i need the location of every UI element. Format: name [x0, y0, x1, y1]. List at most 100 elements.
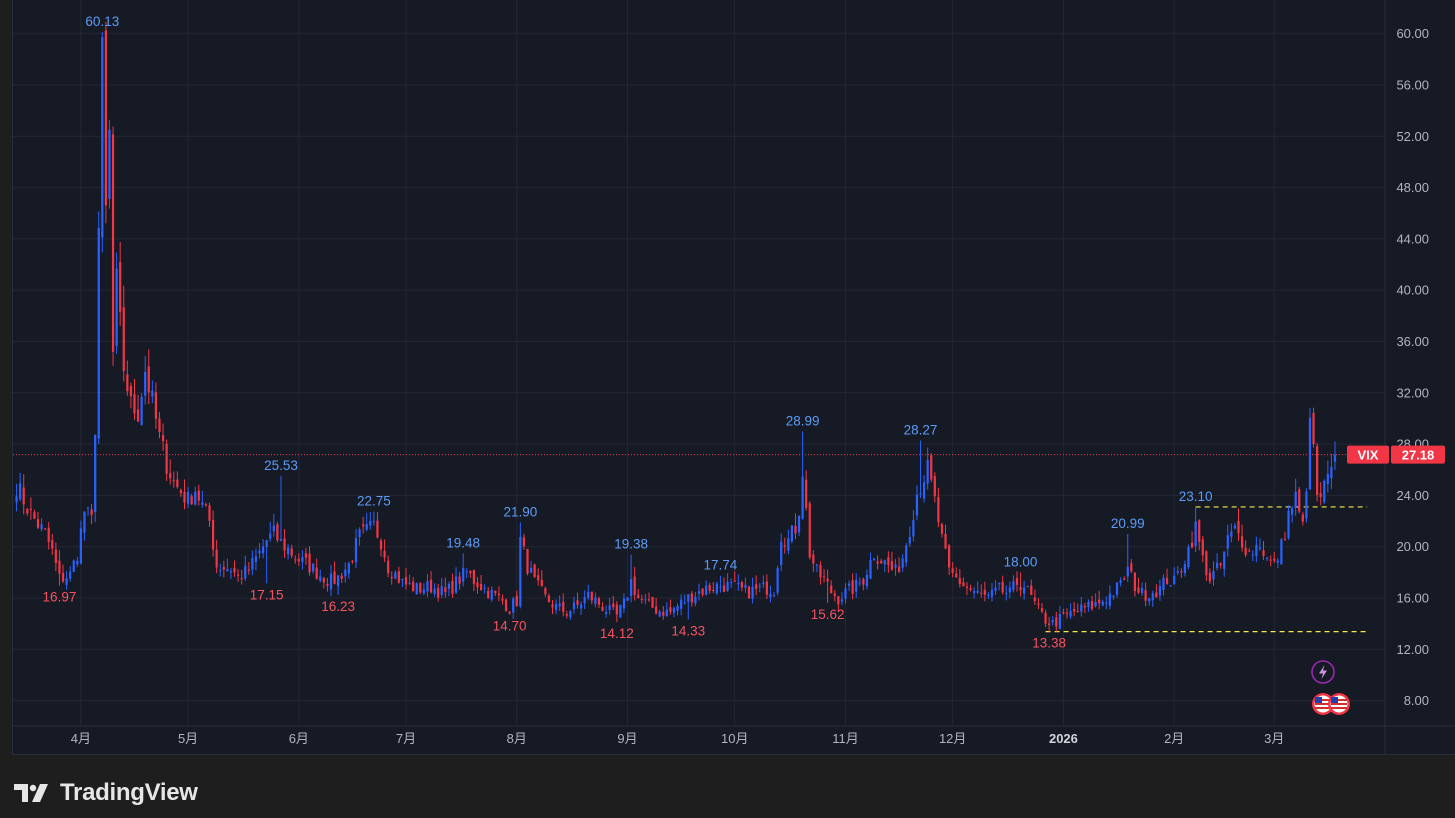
candle[interactable]: [44, 528, 47, 530]
candlestick-chart[interactable]: 60.13 16.97 25.53 17.15 22.75 16.23 19.48 14.70…: [13, 0, 1455, 754]
candle[interactable]: [329, 565, 333, 597]
candle[interactable]: [562, 593, 565, 617]
candle[interactable]: [1283, 531, 1287, 541]
candle[interactable]: [201, 490, 204, 508]
candle[interactable]: [437, 583, 440, 602]
candle[interactable]: [151, 380, 154, 404]
candle[interactable]: [1108, 585, 1111, 610]
candle[interactable]: [701, 588, 704, 597]
candle[interactable]: [887, 551, 890, 573]
candle[interactable]: [883, 559, 886, 572]
candle[interactable]: [383, 539, 386, 563]
candle[interactable]: [451, 573, 454, 598]
candle[interactable]: [1058, 605, 1061, 630]
candle[interactable]: [454, 567, 458, 594]
candle[interactable]: [647, 592, 651, 602]
candle[interactable]: [951, 561, 954, 578]
candle[interactable]: [1294, 478, 1297, 516]
candle[interactable]: [1030, 579, 1033, 596]
candle[interactable]: [587, 584, 590, 601]
candle[interactable]: [905, 542, 908, 567]
candle[interactable]: [705, 580, 708, 596]
candle[interactable]: [158, 411, 161, 439]
candle[interactable]: [805, 470, 808, 511]
candle[interactable]: [1015, 571, 1019, 592]
candle[interactable]: [312, 563, 315, 574]
candle[interactable]: [465, 568, 468, 579]
candle[interactable]: [479, 575, 483, 591]
candle[interactable]: [269, 521, 272, 542]
candle[interactable]: [694, 591, 697, 607]
candle[interactable]: [783, 537, 786, 554]
candle[interactable]: [769, 585, 772, 603]
candle[interactable]: [229, 568, 233, 580]
candle[interactable]: [19, 472, 22, 502]
candle[interactable]: [1001, 575, 1004, 595]
candle[interactable]: [1308, 408, 1312, 491]
candle[interactable]: [962, 577, 965, 587]
candle[interactable]: [129, 382, 133, 409]
candle[interactable]: [419, 581, 422, 594]
candle[interactable]: [826, 569, 829, 603]
candle[interactable]: [730, 578, 733, 589]
candle[interactable]: [940, 522, 944, 538]
candle[interactable]: [340, 572, 343, 584]
candle[interactable]: [294, 555, 297, 564]
candle[interactable]: [572, 596, 576, 614]
candle[interactable]: [190, 493, 193, 505]
candle[interactable]: [487, 586, 490, 599]
candle[interactable]: [390, 571, 393, 585]
candle[interactable]: [58, 550, 61, 586]
candle[interactable]: [1205, 550, 1208, 582]
candle[interactable]: [1255, 536, 1258, 563]
candle[interactable]: [304, 548, 308, 565]
candle[interactable]: [908, 526, 911, 547]
candle[interactable]: [619, 604, 622, 618]
candle[interactable]: [86, 506, 90, 516]
candle[interactable]: [876, 555, 879, 570]
candle[interactable]: [165, 439, 168, 481]
candle[interactable]: [404, 568, 408, 590]
candle[interactable]: [1033, 589, 1036, 605]
candle[interactable]: [1076, 603, 1079, 613]
candle[interactable]: [926, 447, 929, 490]
candle[interactable]: [765, 574, 768, 600]
candle[interactable]: [22, 474, 25, 515]
candle[interactable]: [1226, 524, 1229, 557]
candle[interactable]: [147, 349, 150, 405]
candle[interactable]: [283, 529, 286, 558]
candle[interactable]: [676, 603, 679, 616]
candle[interactable]: [1301, 511, 1304, 526]
price-axis[interactable]: 60.00 56.00 52.00 48.00 44.00 40.00 36.00 32.00…: [1396, 26, 1429, 708]
candle[interactable]: [1223, 551, 1226, 577]
candle[interactable]: [1073, 602, 1076, 617]
candle[interactable]: [1305, 488, 1308, 523]
candle[interactable]: [179, 488, 183, 497]
candle[interactable]: [601, 602, 604, 612]
tradingview-logo[interactable]: TradingView: [14, 778, 198, 808]
candle[interactable]: [433, 583, 436, 597]
event-markers[interactable]: [1311, 660, 1350, 715]
candle[interactable]: [837, 595, 840, 611]
candle[interactable]: [637, 588, 640, 599]
candle[interactable]: [880, 558, 883, 564]
candle[interactable]: [1094, 593, 1097, 608]
candle[interactable]: [994, 580, 997, 595]
candle[interactable]: [840, 592, 844, 606]
candle[interactable]: [1183, 560, 1187, 577]
candle[interactable]: [362, 516, 365, 534]
candle[interactable]: [565, 610, 568, 619]
candle[interactable]: [1180, 568, 1183, 578]
candle[interactable]: [726, 573, 729, 592]
candle[interactable]: [347, 561, 350, 579]
candle[interactable]: [890, 551, 894, 572]
candle[interactable]: [26, 507, 29, 516]
candle[interactable]: [529, 561, 533, 573]
candle[interactable]: [697, 583, 701, 601]
candle[interactable]: [47, 522, 50, 550]
candle[interactable]: [1298, 486, 1301, 514]
candle[interactable]: [790, 525, 794, 544]
candle[interactable]: [1169, 584, 1172, 587]
candle[interactable]: [476, 576, 479, 594]
candle[interactable]: [251, 550, 254, 576]
